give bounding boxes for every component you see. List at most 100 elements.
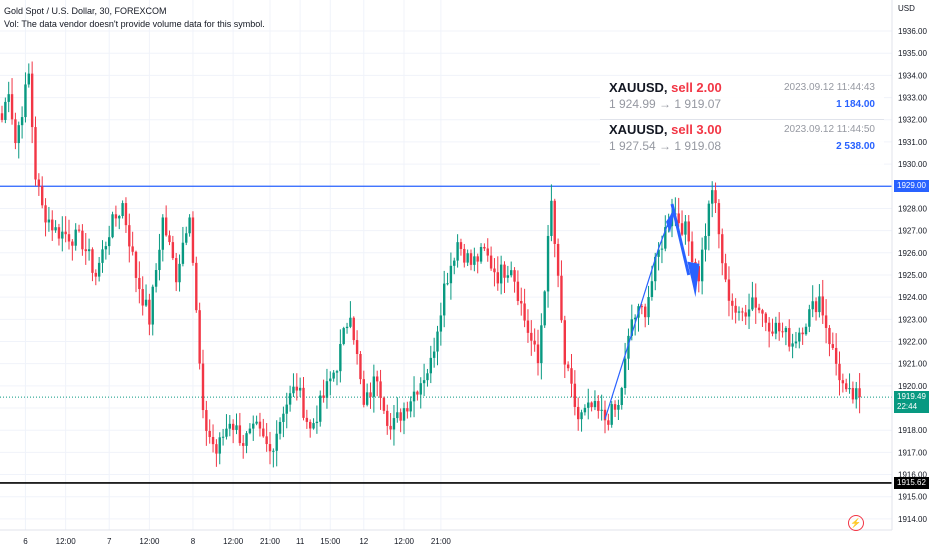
candle-body	[409, 401, 412, 412]
candle-body	[121, 203, 124, 217]
price-axis: 1914.00 1915.00 1916.00 1917.00 1918.00 1919.…	[898, 27, 927, 524]
time-tick-label: 15:00	[320, 537, 341, 546]
candle-body	[389, 425, 392, 430]
candle-body	[221, 436, 225, 438]
horizontal-lines	[0, 185, 892, 484]
candle-body	[818, 296, 821, 313]
candle-body	[412, 391, 416, 402]
price-tick-label: 1930.00	[898, 160, 927, 169]
candle-body	[566, 364, 570, 369]
trade-side: sell 3.00	[671, 122, 722, 137]
candle-body	[483, 246, 486, 249]
candle-body	[841, 380, 845, 384]
candle-body	[349, 317, 352, 327]
candle-body	[4, 101, 7, 120]
candle-body	[808, 309, 811, 327]
candle-body	[650, 281, 654, 297]
candle-body	[71, 241, 74, 246]
candle-body	[47, 219, 51, 223]
candle-body	[439, 315, 443, 332]
candle-body	[449, 265, 453, 284]
trade-card-2[interactable]: XAUUSD, sell 3.00 1 927.54 → 1 919.08 20…	[600, 119, 884, 178]
candle-body	[161, 217, 164, 250]
trade-symbol: XAUUSD, sell 2.00	[609, 80, 722, 95]
candle-body	[91, 249, 94, 273]
price-tick-label: 1914.00	[898, 515, 927, 524]
candle-body	[372, 376, 376, 397]
candle-body	[111, 214, 114, 238]
candle-body	[845, 383, 848, 390]
candle-body	[275, 433, 278, 451]
candle-body	[51, 219, 54, 231]
candle-body	[10, 94, 14, 120]
candle-body	[191, 217, 195, 263]
candle-body	[242, 443, 245, 446]
candle-body	[757, 307, 761, 311]
trade-timestamp: 2023.09.12 11:44:50	[783, 124, 875, 135]
drop-arrowhead	[687, 261, 700, 298]
candle-body	[416, 391, 419, 395]
candle-body	[741, 311, 744, 313]
candle-body	[794, 341, 798, 344]
candle-body	[496, 272, 499, 284]
candle-body	[530, 332, 533, 341]
candle-body	[355, 340, 359, 355]
candle-body	[473, 256, 476, 265]
candle-body	[396, 412, 399, 419]
candle-body	[379, 381, 382, 398]
candle-body	[285, 404, 288, 414]
candle-body	[352, 317, 355, 341]
candle-body	[583, 407, 587, 413]
candle-body	[469, 253, 473, 265]
candle-body	[77, 229, 81, 231]
candle-body	[453, 260, 456, 266]
candle-body	[543, 291, 546, 326]
candle-body	[479, 246, 483, 262]
candle-body	[118, 216, 121, 219]
candle-body	[345, 326, 349, 329]
candle-body	[228, 423, 231, 429]
candle-body	[114, 214, 118, 219]
candle-body	[231, 423, 235, 430]
candle-body	[144, 299, 148, 306]
candle-body	[446, 283, 449, 285]
candle-body	[319, 395, 322, 422]
price-tick-label: 1924.00	[898, 293, 927, 302]
candle-body	[516, 281, 520, 302]
candle-body	[781, 331, 784, 333]
candle-body	[258, 421, 262, 429]
candle-body	[436, 331, 439, 352]
candle-body	[218, 437, 221, 454]
volume-note: Vol: The data vendor doesn't provide vol…	[4, 19, 265, 29]
candle-body	[335, 371, 339, 373]
candle-body	[493, 268, 496, 273]
candle-body	[499, 264, 503, 284]
lightning-icon[interactable]: ⚡	[848, 515, 864, 531]
candle-body	[489, 255, 493, 269]
candle-body	[744, 312, 747, 317]
candle-body	[282, 413, 285, 422]
candle-body	[195, 262, 198, 311]
candle-body	[215, 444, 218, 454]
candle-body	[610, 404, 613, 425]
candle-body	[255, 421, 258, 424]
candle-body	[556, 243, 560, 276]
candle-body	[654, 256, 657, 282]
price-tick-label: 1934.00	[898, 71, 927, 80]
candle-body	[54, 227, 57, 231]
candle-body	[553, 200, 556, 244]
candle-body	[141, 289, 144, 306]
candle-body	[235, 425, 238, 430]
currency-label[interactable]: USD	[898, 4, 915, 13]
candle-body	[580, 412, 583, 420]
candle-body	[724, 263, 727, 280]
candle-body	[419, 383, 422, 395]
candle-body	[540, 325, 543, 364]
candle-body	[339, 343, 342, 372]
time-tick-label: 12:00	[394, 537, 415, 546]
candle-body	[154, 270, 158, 287]
resistance-price-tag: 1929.00	[894, 180, 929, 193]
symbol-title: Gold Spot / U.S. Dollar, 30, FOREXCOM	[4, 6, 167, 16]
candle-body	[399, 412, 402, 421]
